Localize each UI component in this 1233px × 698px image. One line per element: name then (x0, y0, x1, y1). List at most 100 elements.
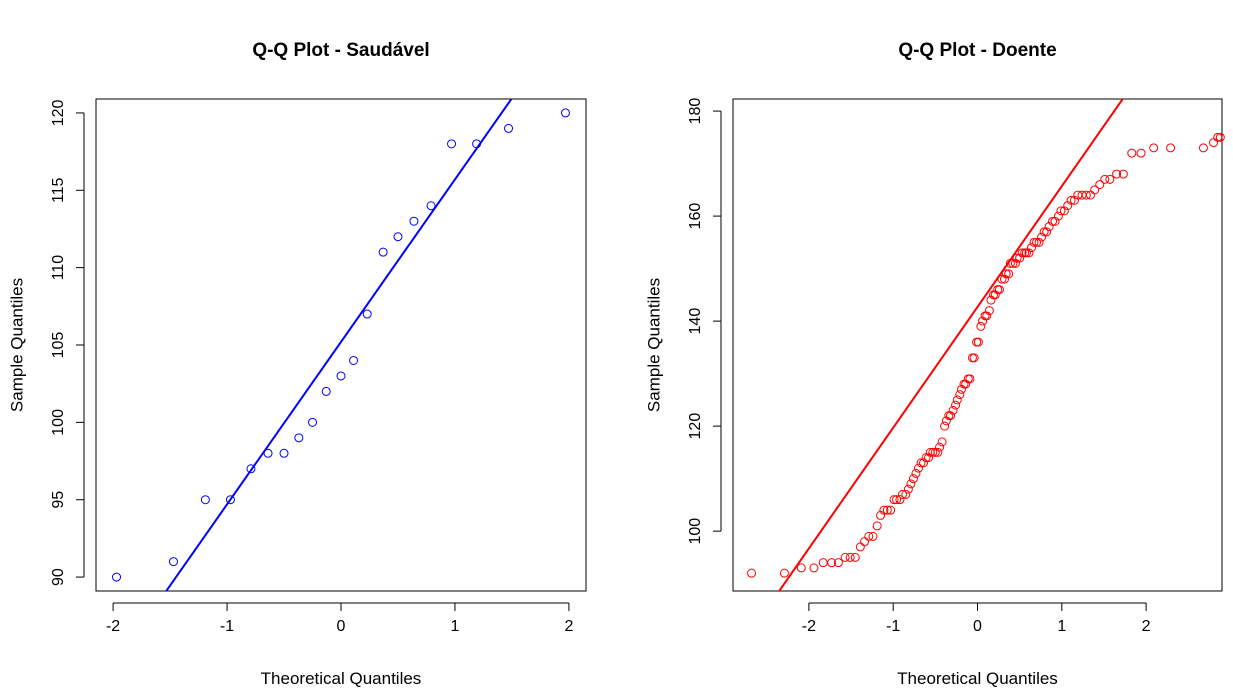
saudavel-data-point (504, 123, 514, 133)
doente-data-point (1053, 211, 1063, 221)
doente-data-point (1024, 248, 1034, 258)
doente-data-point (901, 489, 911, 499)
doente-data-point (882, 505, 892, 515)
doente-data-point (1081, 190, 1091, 200)
saudavel-y-tick-label: 110 (50, 255, 67, 281)
doente-data-point (827, 558, 837, 568)
qq-plot-doente-svg: Q-Q Plot - Doente -2 -1 0 1 2 100 120 140 160 180 T… (644, 40, 1225, 688)
doente-data-point (879, 505, 889, 515)
doente-chart-title: Q-Q Plot - Doente (898, 40, 1056, 61)
saudavel-x-tick-label: -2 (106, 618, 120, 635)
doente-data-point (982, 311, 992, 321)
saudavel-data-point (263, 448, 273, 458)
doente-data-point (906, 479, 916, 489)
saudavel-y-axis-label: Sample Quantiles (7, 278, 26, 412)
saudavel-data-point (472, 139, 482, 149)
doente-data-point (1004, 269, 1014, 279)
doente-data-point (855, 542, 865, 552)
doente-data-point (935, 442, 945, 452)
doente-data-point (1118, 169, 1128, 179)
saudavel-plot-frame (95, 98, 587, 592)
doente-y-tick-label: 140 (687, 308, 704, 335)
saudavel-y-tick-label: 90 (50, 568, 67, 586)
doente-y-axis-label: Sample Quantiles (644, 278, 663, 412)
saudavel-data-point (112, 572, 122, 582)
doente-data-point (1149, 143, 1159, 153)
doente-data-point (948, 405, 958, 415)
doente-x-tick-label: 2 (1142, 618, 1151, 635)
doente-data-point (809, 563, 819, 573)
doente-data-point (1209, 138, 1219, 148)
saudavel-x-tick-label: 2 (564, 618, 573, 635)
saudavel-x-tick-label: 1 (451, 618, 460, 635)
doente-data-point (864, 531, 874, 541)
doente-reference-line (777, 99, 1124, 591)
doente-data-point (916, 458, 926, 468)
doente-data-point (747, 568, 757, 578)
doente-data-point (1090, 185, 1100, 195)
doente-data-point (903, 484, 913, 494)
doente-data-point (911, 468, 921, 478)
saudavel-data-point (393, 232, 403, 242)
saudavel-data-point (225, 495, 235, 505)
saudavel-data-point (349, 355, 359, 365)
doente-data-point (897, 489, 907, 499)
doente-data-point (1039, 227, 1049, 237)
doente-data-point (913, 463, 923, 473)
doente-data-point (908, 474, 918, 484)
saudavel-data-point (308, 417, 318, 427)
doente-data-point (1042, 227, 1052, 237)
saudavel-data-point (426, 201, 436, 211)
doente-data-point (1095, 180, 1105, 190)
doente-data-point (1026, 243, 1036, 253)
doente-data-point (840, 552, 850, 562)
qq-plot-doente: Q-Q Plot - Doente -2 -1 0 1 2 100 120 140 160 180 T… (616, 0, 1233, 698)
saudavel-data-point (336, 371, 346, 381)
doente-data-point (1056, 206, 1066, 216)
doente-data-point (951, 400, 961, 410)
saudavel-data-point (321, 386, 331, 396)
doente-x-tick-label: 0 (973, 618, 982, 635)
doente-data-point (1112, 169, 1122, 179)
saudavel-data-point (378, 247, 388, 257)
doente-data-point (952, 395, 962, 405)
saudavel-data-point (362, 309, 372, 319)
doente-data-point (955, 390, 965, 400)
doente-y-tick-label: 100 (687, 518, 704, 545)
doente-y-tick-label: 120 (687, 413, 704, 440)
saudavel-x-axis-label: Theoretical Quantiles (261, 669, 422, 688)
doente-data-point (779, 568, 789, 578)
saudavel-y-tick-label: 120 (50, 99, 67, 126)
doente-x-tick-label: 1 (1057, 618, 1066, 635)
saudavel-chart-title: Q-Q Plot - Saudável (252, 40, 429, 61)
doente-plot-frame (732, 98, 1223, 592)
doente-data-point (919, 458, 929, 468)
doente-data-point (1213, 132, 1223, 142)
doente-data-point (1136, 148, 1146, 158)
doente-data-point (1001, 269, 1011, 279)
doente-data-point (1005, 258, 1015, 268)
saudavel-data-point (560, 108, 570, 118)
doente-data-point (1105, 174, 1115, 184)
doente-data-point (1215, 132, 1225, 142)
doente-x-tick-label: -1 (886, 618, 900, 635)
saudavel-reference-line (165, 99, 513, 591)
doente-data-point (1032, 237, 1042, 247)
saudavel-x-tick-label: 0 (337, 618, 346, 635)
doente-data-point (1015, 253, 1025, 263)
doente-data-point (895, 495, 905, 505)
doente-y-tick-label: 160 (687, 203, 704, 230)
doente-data-point (933, 447, 943, 457)
saudavel-x-tick-label: -1 (220, 618, 234, 635)
doente-data-point (1127, 148, 1137, 158)
doente-data-point (886, 505, 896, 515)
doente-data-point (892, 495, 902, 505)
doente-data-point (1100, 174, 1110, 184)
doente-data-point (833, 558, 843, 568)
doente-data-point (889, 495, 899, 505)
doente-data-point (1066, 195, 1076, 205)
saudavel-data-point (200, 495, 210, 505)
doente-data-point (994, 285, 1004, 295)
saudavel-data-point (294, 433, 304, 443)
doente-data-point (872, 521, 882, 531)
